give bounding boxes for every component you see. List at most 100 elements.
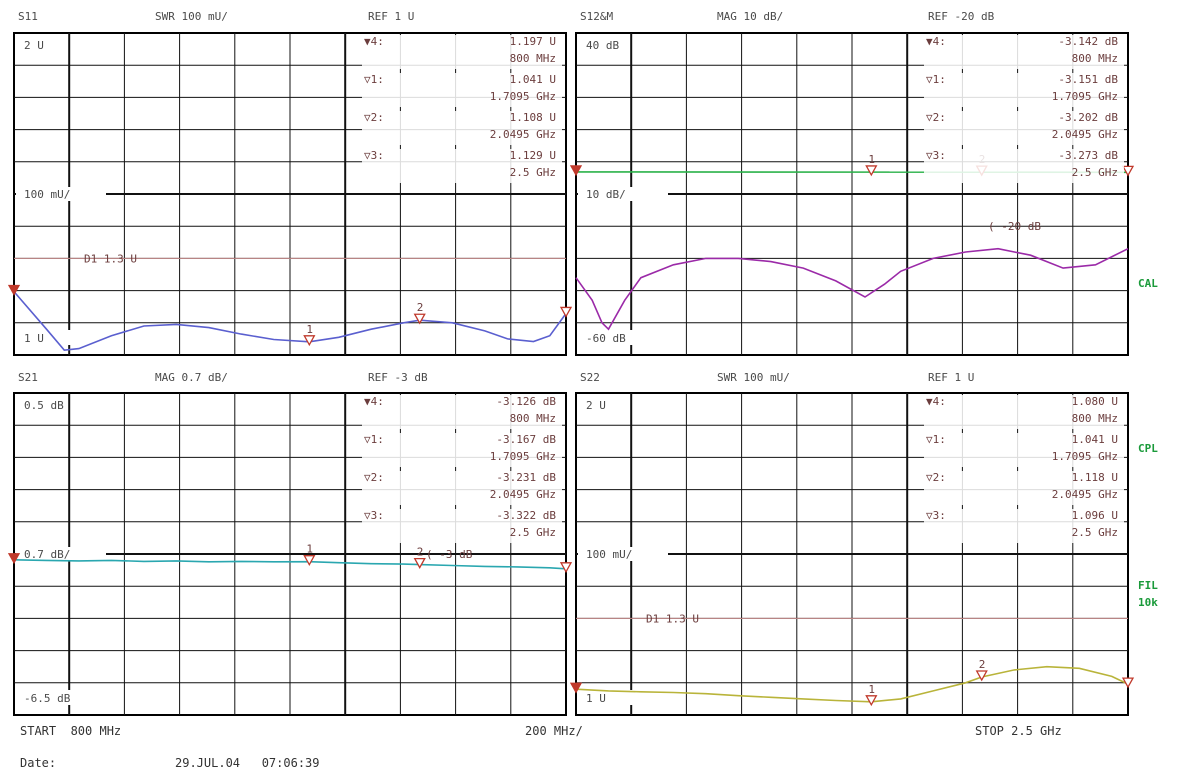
panel-scale-label: MAG 10 dB/ [717, 10, 783, 23]
panel-param-label: S22 [580, 371, 600, 384]
readout-bg [924, 149, 1124, 183]
panels-layer: S11 SWR 100 mU/REF 1 U 2 U 100 mU/1 U D1 1.3… [7, 10, 1135, 716]
readout-value: -3.167 dB [496, 433, 556, 446]
panel-param-label: S12&M [580, 10, 613, 23]
readout-marker-symbol: ▽2: [926, 111, 946, 124]
readout-frequency: 800 MHz [510, 412, 556, 425]
y-bottom-label: 1 U [586, 692, 606, 705]
y-bottom-label: -60 dB [586, 332, 626, 345]
panel-param-label: S21 [18, 371, 38, 384]
marker-3-icon [559, 306, 573, 318]
marker-2-icon [413, 313, 426, 325]
readout-marker-symbol: ▼4: [364, 35, 384, 48]
bottom-label-bg [580, 690, 640, 705]
y-bottom-label: 1 U [24, 332, 44, 345]
y-top-label: 2 U [586, 399, 606, 412]
limit-line-label: D1 1.3 U [646, 612, 699, 625]
ref-annotation: ( -3 dB [426, 548, 473, 561]
y-top-label: 0.5 dB [24, 399, 64, 412]
readout-bg [924, 111, 1124, 145]
marker-2-icon [413, 557, 426, 569]
mid-label-bg [578, 187, 668, 201]
readout-marker-symbol: ▼4: [926, 395, 946, 408]
readout-marker-symbol: ▽3: [926, 149, 946, 162]
footer-stop: STOP 2.5 GHz [975, 724, 1062, 738]
readout-bg [924, 509, 1124, 543]
bottom-label-bg [580, 330, 640, 345]
marker-4-icon [569, 682, 583, 694]
marker-3-icon [1121, 165, 1135, 177]
limit-line-label: D1 1.3 U [84, 252, 137, 265]
readout-bg [924, 433, 1124, 467]
panel-s11: S11 SWR 100 mU/REF 1 U 2 U 100 mU/1 U D1 1.3… [7, 10, 573, 356]
readout-marker-symbol: ▽1: [926, 433, 946, 446]
footer-date-value: 29.JUL.04 07:06:39 [175, 756, 320, 770]
panel-scale-label: SWR 100 mU/ [155, 10, 228, 23]
readout-value: -3.151 dB [1058, 73, 1118, 86]
readout-marker-symbol: ▽2: [364, 111, 384, 124]
marker-1-icon [865, 695, 878, 707]
footer-start: START 800 MHz [20, 724, 121, 738]
y-top-label: 2 U [24, 39, 44, 52]
readout-frequency: 2.5 GHz [1072, 526, 1118, 539]
marker-1-label: 1 [868, 683, 875, 696]
readout-bg [362, 509, 562, 543]
readout-value: 1.041 U [1072, 433, 1118, 446]
readout-value: 1.197 U [510, 35, 556, 48]
readout-frequency: 2.5 GHz [510, 166, 556, 179]
marker-3-icon [1121, 677, 1135, 689]
panel-s12: S12&M MAG 10 dB/REF -20 dB 40 dB 10 dB/ -60 … [569, 10, 1135, 356]
readout-bg [362, 111, 562, 145]
readout-value: -3.273 dB [1058, 149, 1118, 162]
readout-frequency: 1.7095 GHz [490, 90, 556, 103]
readout-marker-symbol: ▽2: [364, 471, 384, 484]
panel-ref-label: REF 1 U [368, 10, 414, 23]
side-label-fil: FIL [1138, 579, 1158, 592]
readout-frequency: 2.5 GHz [510, 526, 556, 539]
readout-bg [362, 395, 562, 429]
readout-bg [924, 73, 1124, 107]
readout-value: -3.231 dB [496, 471, 556, 484]
readout-frequency: 800 MHz [1072, 412, 1118, 425]
side-label-cal: CAL [1138, 277, 1158, 290]
mid-label-bg [578, 547, 668, 561]
ref-annotation: ( -20 dB [988, 220, 1041, 233]
readout-frequency: 1.7095 GHz [1052, 450, 1118, 463]
readout-bg [924, 471, 1124, 505]
readout-frequency: 800 MHz [510, 52, 556, 65]
bottom-label-bg [18, 690, 78, 705]
readout-marker-symbol: ▽3: [364, 149, 384, 162]
readout-value: -3.202 dB [1058, 111, 1118, 124]
footer-date-label: Date: [20, 756, 56, 770]
marker-4-icon [569, 165, 583, 177]
marker-2-icon [975, 670, 988, 682]
mid-label-bg [16, 187, 106, 201]
readout-frequency: 2.0495 GHz [1052, 128, 1118, 141]
readout-bg [362, 433, 562, 467]
footer-span: 200 MHz/ [525, 724, 583, 738]
marker-2-label: 2 [979, 658, 986, 671]
marker-1-label: 1 [306, 543, 313, 556]
marker-1-icon [865, 165, 878, 177]
readout-value: -3.322 dB [496, 509, 556, 522]
readout-bg [362, 149, 562, 183]
y-bottom-label: -6.5 dB [24, 692, 71, 705]
readout-value: 1.096 U [1072, 509, 1118, 522]
readout-frequency: 800 MHz [1072, 52, 1118, 65]
y-mid-label: 100 mU/ [586, 548, 632, 561]
readout-value: -3.126 dB [496, 395, 556, 408]
trace-s12 [575, 247, 1129, 331]
marker-1-icon [303, 555, 316, 567]
readout-bg [924, 395, 1124, 429]
side-label-10k: 10k [1138, 596, 1158, 609]
marker-2-label: 2 [417, 546, 424, 559]
y-top-label: 40 dB [586, 39, 619, 52]
readout-frequency: 2.0495 GHz [490, 128, 556, 141]
readout-value: 1.108 U [510, 111, 556, 124]
y-mid-label: 0.7 dB/ [24, 548, 70, 561]
readout-marker-symbol: ▽1: [364, 73, 384, 86]
panel-ref-label: REF -20 dB [928, 10, 995, 23]
readout-bg [924, 35, 1124, 69]
panel-scale-label: MAG 0.7 dB/ [155, 371, 228, 384]
